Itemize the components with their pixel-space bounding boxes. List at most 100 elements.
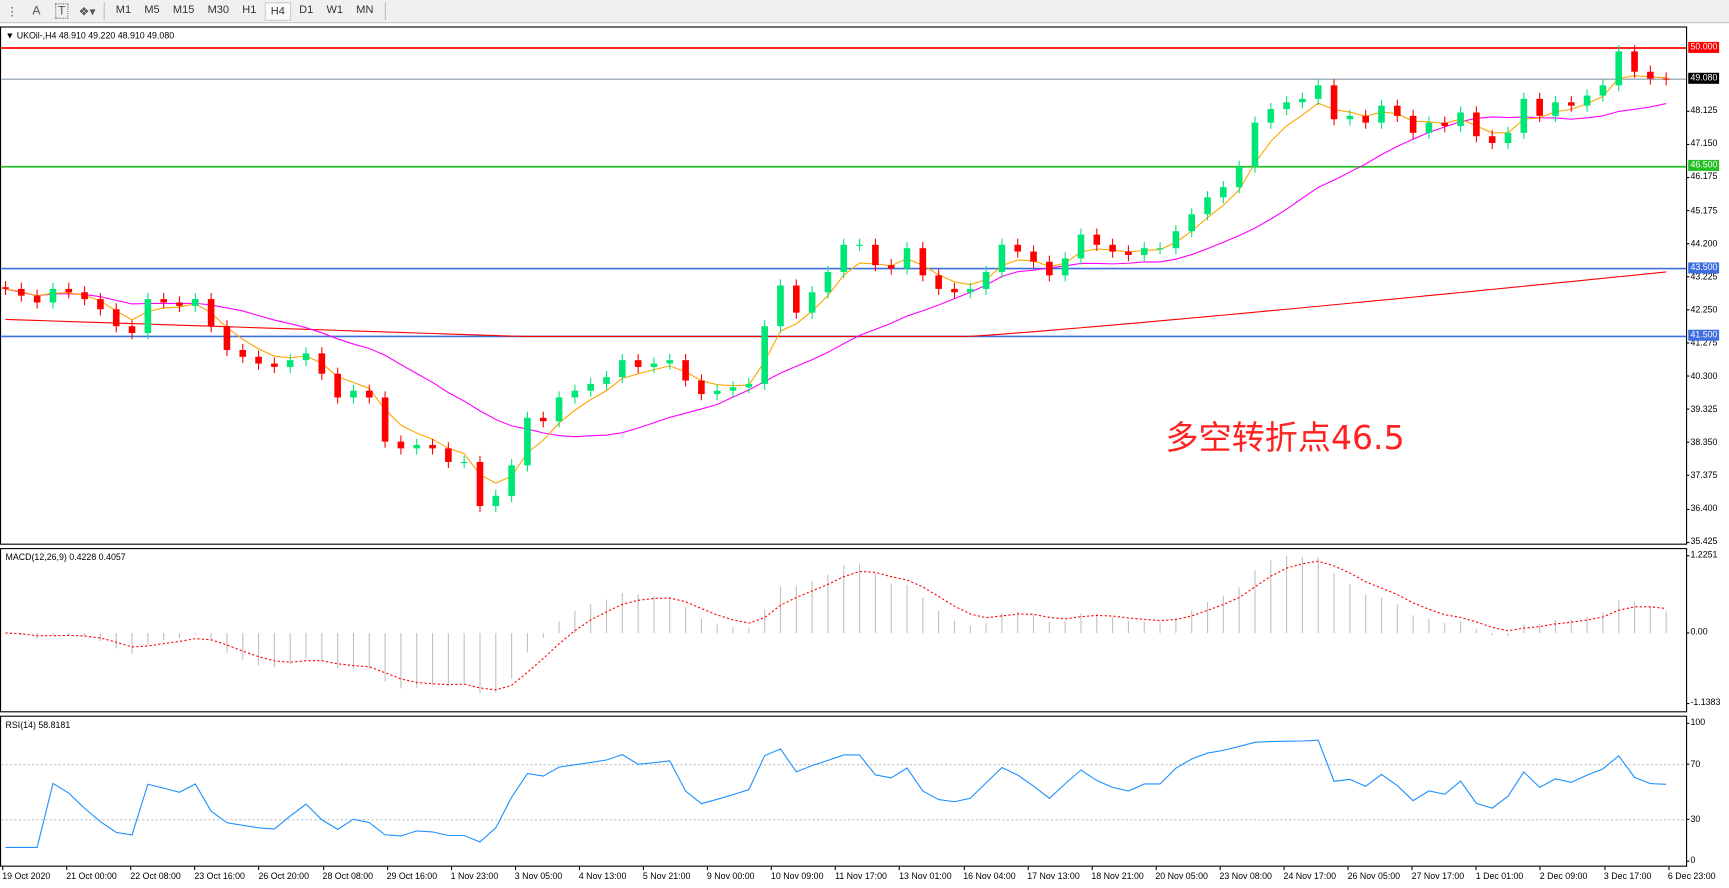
candle-body bbox=[792, 285, 800, 313]
candle-body bbox=[271, 363, 278, 367]
candle-body bbox=[81, 292, 88, 300]
price-tick: 35.425 bbox=[1685, 536, 1718, 547]
time-label: 27 Nov 17:00 bbox=[1411, 866, 1465, 882]
candle-body bbox=[698, 380, 705, 395]
timeframe-m15[interactable]: M15 bbox=[172, 3, 195, 16]
text-icon[interactable]: A bbox=[32, 4, 41, 18]
candle-body bbox=[207, 299, 215, 327]
ma-mid-line bbox=[5, 103, 1667, 438]
candle-body bbox=[1204, 197, 1211, 215]
time-label: 1 Dec 01:00 bbox=[1475, 866, 1524, 882]
candle-body bbox=[128, 326, 136, 334]
candle-body bbox=[1125, 251, 1132, 255]
level-price-label: 41.500 bbox=[1688, 329, 1720, 341]
macd-canvas bbox=[5, 556, 1667, 694]
shapes-icon[interactable]: ❖▾ bbox=[78, 4, 96, 19]
candle-body bbox=[1631, 51, 1638, 72]
macd-tick: 1.2251 bbox=[1685, 549, 1718, 560]
timeframe-bar: M1 M5 M15 M30 H1 H4 D1 W1 MN bbox=[109, 1, 380, 21]
candle-body bbox=[1425, 122, 1433, 133]
candle-body bbox=[112, 309, 120, 327]
time-label: 9 Nov 00:00 bbox=[706, 866, 755, 882]
price-tick: 43.225 bbox=[1685, 271, 1718, 282]
price-chart-canvas[interactable] bbox=[1, 28, 1687, 545]
rsi-axis: 100 70 30 0 bbox=[1685, 716, 1729, 867]
candle-body bbox=[1346, 115, 1354, 120]
timeframe-m30[interactable]: M30 bbox=[207, 3, 230, 16]
candle-body bbox=[982, 271, 990, 289]
candle-body bbox=[1061, 258, 1069, 276]
candle-body bbox=[1599, 85, 1607, 96]
rsi-pane[interactable]: RSI(14) 58.8181 bbox=[0, 715, 1688, 867]
candle-body bbox=[1299, 98, 1306, 103]
candle-body bbox=[1235, 166, 1243, 188]
candle-body bbox=[445, 448, 452, 462]
candle-body bbox=[1362, 115, 1369, 123]
candle-body bbox=[761, 326, 768, 384]
candle-body bbox=[1077, 234, 1085, 259]
text-label-icon[interactable]: T bbox=[55, 3, 69, 19]
time-label: 1 Nov 23:00 bbox=[450, 866, 499, 882]
macd-tick: 0.00 bbox=[1686, 626, 1708, 637]
candle-body bbox=[966, 288, 974, 293]
timeframe-mn[interactable]: MN bbox=[356, 3, 374, 16]
level-price-label: 43.500 bbox=[1688, 261, 1720, 273]
time-label: 2 Dec 09:00 bbox=[1539, 866, 1588, 882]
candle-body bbox=[286, 360, 294, 367]
rsi-tick: 0 bbox=[1685, 855, 1696, 866]
level-price-label: 46.500 bbox=[1688, 160, 1720, 172]
price-chart-pane[interactable]: ▼ UKOil-,H4 48.910 49.220 48.910 49.080 bbox=[0, 26, 1688, 545]
candle-body bbox=[239, 349, 247, 357]
candle-body bbox=[729, 387, 737, 391]
time-label: 11 Nov 17:00 bbox=[835, 866, 887, 882]
candle-body bbox=[840, 244, 848, 272]
candle-body bbox=[998, 244, 1006, 272]
candle-body bbox=[492, 495, 500, 507]
timeframe-d1[interactable]: D1 bbox=[299, 3, 314, 16]
candle-body bbox=[524, 417, 531, 466]
fibonacci-lines-icon[interactable]: ⋮ bbox=[6, 4, 19, 19]
candle-body bbox=[49, 288, 57, 303]
time-axis[interactable]: 19 Oct 2020 21 Oct 00:00 22 Oct 08:00 23 Oc… bbox=[0, 866, 1729, 888]
price-tick: 48.125 bbox=[1685, 105, 1718, 116]
candle-body bbox=[65, 288, 73, 293]
candle-body bbox=[1662, 78, 1670, 80]
price-tick: 37.375 bbox=[1685, 470, 1718, 481]
timeframe-w1[interactable]: W1 bbox=[326, 3, 344, 16]
price-axis[interactable]: 48.125 47.150 46.175 45.175 44.200 43.225 42.2… bbox=[1685, 26, 1729, 547]
time-label: 21 Oct 00:00 bbox=[66, 866, 117, 882]
timeframe-m1[interactable]: M1 bbox=[115, 3, 132, 16]
candle-body bbox=[1473, 112, 1480, 137]
candle-body bbox=[1330, 85, 1338, 120]
candle-body bbox=[508, 465, 515, 496]
candle-body bbox=[650, 363, 658, 367]
candle-body bbox=[1504, 132, 1512, 144]
candle-body bbox=[603, 377, 610, 384]
time-label: 23 Nov 08:00 bbox=[1219, 866, 1272, 882]
rsi-line bbox=[5, 739, 1667, 848]
macd-pane[interactable]: MACD(12,26,9) 0.4228 0.4057 bbox=[0, 548, 1688, 713]
chart-legend: ▼ UKOil-,H4 48.910 49.220 48.910 49.080 bbox=[5, 30, 175, 41]
candle-body bbox=[777, 285, 784, 327]
timeframe-h4[interactable]: H4 bbox=[264, 1, 292, 21]
rsi-canvas bbox=[1, 739, 1687, 848]
candle-body bbox=[1647, 71, 1654, 79]
rsi-tick: 70 bbox=[1686, 758, 1701, 769]
macd-axis: 1.2251 0.00 -1.1383 bbox=[1685, 548, 1729, 712]
candle-body bbox=[413, 444, 421, 449]
toolbar-separator bbox=[384, 2, 386, 20]
candle-body bbox=[1093, 234, 1101, 245]
timeframe-h1[interactable]: H1 bbox=[242, 3, 257, 16]
candle-body bbox=[223, 326, 231, 350]
candle-body bbox=[1536, 98, 1543, 116]
candle-body bbox=[1409, 115, 1417, 133]
candle-body bbox=[476, 461, 484, 507]
candle-body bbox=[1488, 136, 1496, 144]
candle-body bbox=[1457, 112, 1464, 127]
candle-body bbox=[713, 390, 721, 395]
time-label: 23 Oct 16:00 bbox=[194, 866, 245, 882]
candle-body bbox=[350, 390, 357, 398]
toolbar-separator bbox=[103, 2, 105, 20]
timeframe-m5[interactable]: M5 bbox=[144, 3, 160, 16]
